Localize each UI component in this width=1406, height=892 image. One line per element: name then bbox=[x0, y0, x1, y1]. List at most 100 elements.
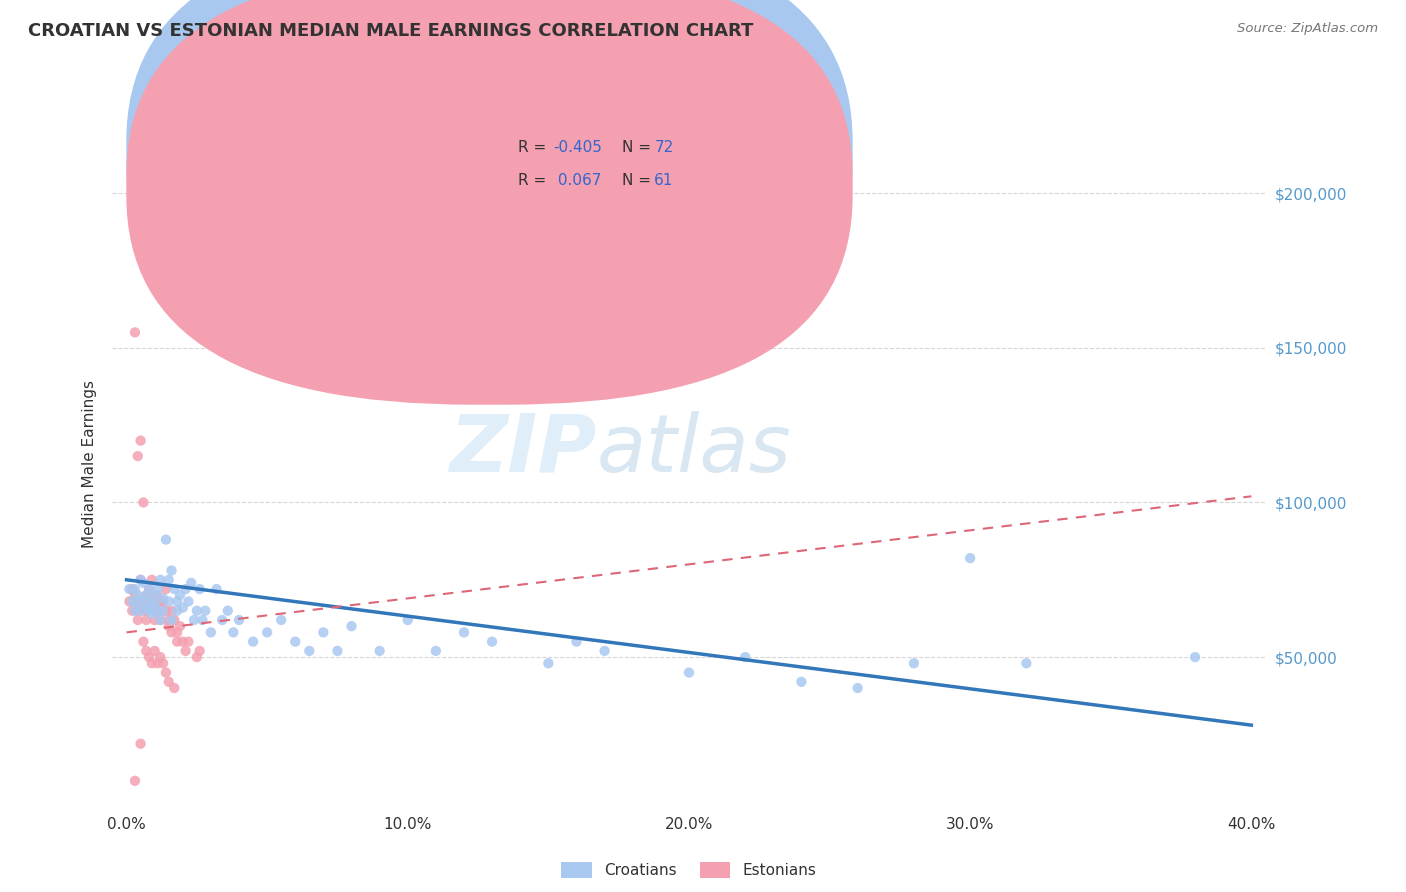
Point bbox=[270, 613, 292, 627]
Point bbox=[143, 613, 166, 627]
Point bbox=[180, 575, 202, 590]
Point bbox=[146, 657, 169, 671]
Point bbox=[846, 681, 869, 695]
Point bbox=[155, 604, 177, 618]
Point bbox=[191, 613, 214, 627]
Point bbox=[121, 604, 143, 618]
Point bbox=[1184, 650, 1206, 665]
Point bbox=[149, 613, 172, 627]
Point bbox=[593, 644, 616, 658]
Point bbox=[172, 600, 194, 615]
Point bbox=[163, 613, 186, 627]
FancyBboxPatch shape bbox=[453, 127, 787, 217]
Point bbox=[166, 634, 188, 648]
Point bbox=[141, 573, 163, 587]
Text: Source: ZipAtlas.com: Source: ZipAtlas.com bbox=[1237, 22, 1378, 36]
Point bbox=[160, 613, 183, 627]
Point bbox=[284, 634, 307, 648]
Point bbox=[149, 594, 172, 608]
Point bbox=[135, 604, 157, 618]
Point bbox=[169, 619, 191, 633]
Point bbox=[127, 449, 149, 463]
Point bbox=[1015, 657, 1038, 671]
Point bbox=[678, 665, 700, 680]
Point bbox=[155, 665, 177, 680]
Point bbox=[141, 594, 163, 608]
Point bbox=[565, 634, 588, 648]
Point bbox=[959, 551, 981, 566]
Point bbox=[135, 588, 157, 602]
Point bbox=[155, 533, 177, 547]
Point bbox=[138, 582, 160, 596]
Point bbox=[129, 573, 152, 587]
Point bbox=[132, 634, 155, 648]
Point bbox=[124, 582, 146, 596]
Point bbox=[166, 625, 188, 640]
Text: 72: 72 bbox=[654, 140, 673, 155]
Point bbox=[129, 737, 152, 751]
Point bbox=[228, 613, 250, 627]
Point bbox=[138, 604, 160, 618]
Point bbox=[132, 575, 155, 590]
Point bbox=[138, 582, 160, 596]
Point bbox=[188, 582, 211, 596]
Point bbox=[118, 582, 141, 596]
Point bbox=[132, 604, 155, 618]
Point bbox=[169, 588, 191, 602]
Point bbox=[256, 625, 278, 640]
Point bbox=[135, 600, 157, 615]
Point bbox=[143, 588, 166, 602]
Point bbox=[149, 573, 172, 587]
Point bbox=[186, 650, 208, 665]
Point bbox=[340, 619, 363, 633]
Point bbox=[481, 634, 503, 648]
Point bbox=[166, 594, 188, 608]
Point bbox=[183, 613, 205, 627]
Legend: Croatians, Estonians: Croatians, Estonians bbox=[555, 856, 823, 884]
Point bbox=[188, 644, 211, 658]
Point bbox=[129, 434, 152, 448]
Point bbox=[143, 598, 166, 612]
Point bbox=[160, 564, 183, 578]
FancyBboxPatch shape bbox=[127, 0, 852, 405]
Point bbox=[124, 594, 146, 608]
Point bbox=[537, 657, 560, 671]
Point bbox=[211, 613, 233, 627]
Point bbox=[298, 644, 321, 658]
Point bbox=[129, 573, 152, 587]
Point bbox=[135, 613, 157, 627]
Point bbox=[205, 582, 228, 596]
Point bbox=[368, 644, 391, 658]
Point bbox=[155, 582, 177, 596]
Point bbox=[157, 594, 180, 608]
Point bbox=[160, 625, 183, 640]
Point bbox=[127, 588, 149, 602]
Point bbox=[166, 604, 188, 618]
Point bbox=[127, 594, 149, 608]
Point bbox=[141, 657, 163, 671]
Point bbox=[143, 598, 166, 612]
Point bbox=[141, 607, 163, 621]
Point bbox=[152, 591, 174, 606]
Point bbox=[143, 644, 166, 658]
Point bbox=[149, 650, 172, 665]
Point bbox=[172, 634, 194, 648]
Text: -0.405: -0.405 bbox=[553, 140, 602, 155]
Point bbox=[152, 594, 174, 608]
Point bbox=[129, 594, 152, 608]
Text: ZIP: ZIP bbox=[450, 411, 596, 489]
Point bbox=[163, 582, 186, 596]
Y-axis label: Median Male Earnings: Median Male Earnings bbox=[82, 380, 97, 548]
Point bbox=[132, 594, 155, 608]
Text: 61: 61 bbox=[654, 173, 673, 188]
Point bbox=[222, 625, 245, 640]
Point bbox=[124, 604, 146, 618]
Point bbox=[118, 594, 141, 608]
Point bbox=[143, 604, 166, 618]
Point bbox=[152, 657, 174, 671]
Text: R =: R = bbox=[519, 173, 551, 188]
Text: N =: N = bbox=[621, 173, 657, 188]
Text: R =: R = bbox=[519, 140, 551, 155]
Point bbox=[149, 613, 172, 627]
Point bbox=[124, 773, 146, 788]
